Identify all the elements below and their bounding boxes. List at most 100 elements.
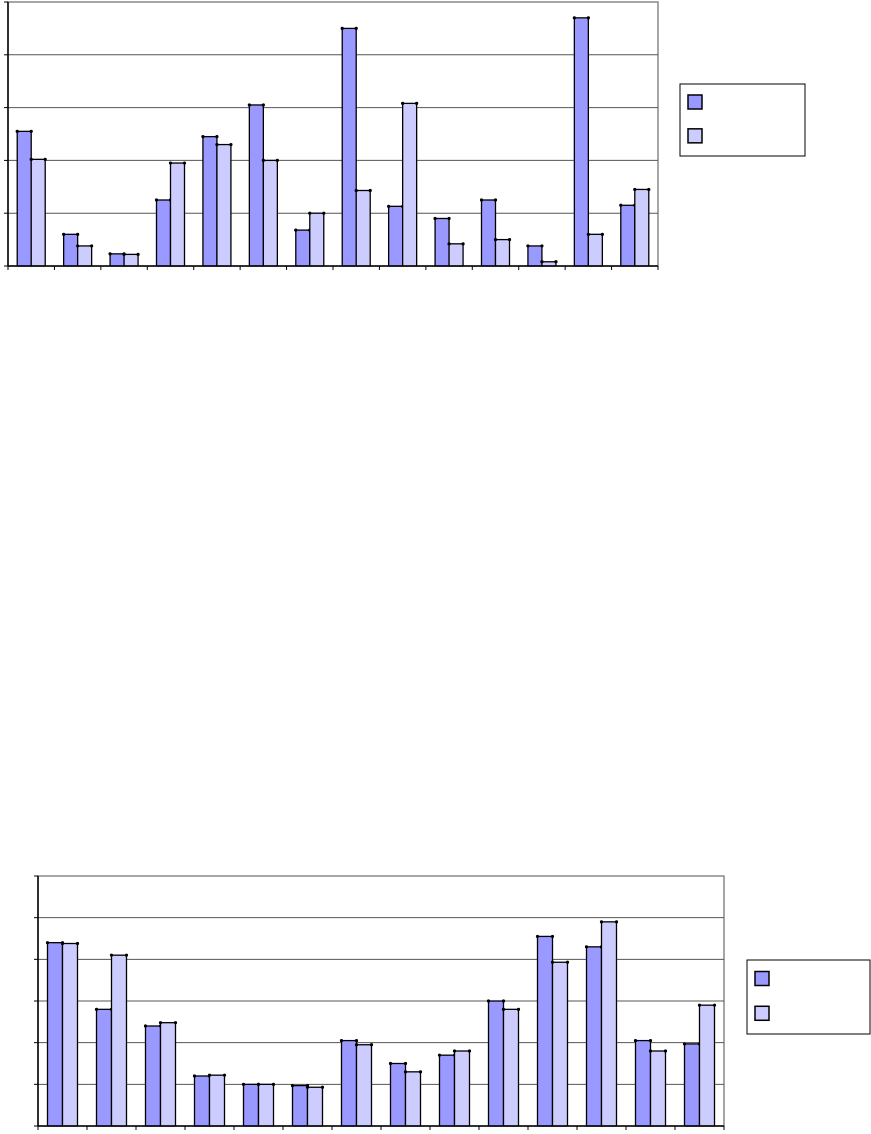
bar-handle — [290, 1083, 295, 1088]
bar-handle — [305, 1085, 310, 1089]
bar-handle — [261, 158, 265, 162]
series-2 — [60, 920, 717, 1127]
bar-handle — [501, 1007, 506, 1011]
bar-s1-13 — [573, 17, 590, 267]
bar-handle — [339, 1038, 344, 1043]
bar-handle — [633, 187, 637, 192]
bar-handle — [486, 999, 491, 1003]
bar-handle — [401, 101, 405, 105]
bar-s2-9 — [453, 1050, 471, 1127]
bar-handle — [90, 244, 94, 248]
series-1 — [15, 16, 637, 267]
bar-handle — [271, 1082, 276, 1086]
bar-handle — [619, 203, 623, 207]
bar-handle — [507, 238, 512, 242]
bar-handle — [493, 198, 498, 202]
series-1 — [45, 934, 702, 1127]
bar-handle — [354, 1043, 359, 1047]
bar-handle — [168, 161, 173, 165]
bar-s1-14 — [620, 204, 636, 267]
bar-s1-6 — [291, 1084, 309, 1127]
bar-handle — [340, 26, 344, 30]
bar-handle — [682, 1042, 687, 1046]
bar-handle — [586, 232, 590, 236]
bar-s2-14 — [634, 188, 650, 267]
bar-handle — [647, 187, 651, 192]
legend-swatch-1 — [687, 94, 703, 110]
bar-handle — [461, 242, 465, 246]
bar-s1-2 — [95, 1008, 113, 1127]
bar-handle — [29, 157, 33, 161]
bar-handle — [697, 1003, 702, 1007]
bar-handle — [158, 1021, 163, 1025]
bar-s1-11 — [480, 199, 497, 267]
bar-s1-7 — [295, 229, 311, 267]
bar-s2-1 — [61, 942, 79, 1127]
bar-s1-12 — [527, 245, 543, 267]
plot-area — [7, 1, 659, 267]
bar-handle — [62, 232, 66, 236]
bar-handle — [275, 158, 279, 162]
series-2 — [29, 101, 651, 267]
bar-s1-4 — [155, 199, 172, 267]
bar-s1-6 — [248, 104, 265, 267]
bar-s1-8 — [341, 27, 357, 267]
bar-handle — [45, 941, 50, 945]
bar-handle — [433, 216, 437, 221]
bar-handle — [403, 1061, 408, 1066]
bar-handle — [388, 1061, 393, 1066]
bar-s2-3 — [159, 1022, 177, 1127]
bar-s2-14 — [698, 1004, 716, 1127]
bar-handle — [207, 1073, 212, 1077]
bar-s1-5 — [202, 135, 218, 267]
bar-s2-10 — [448, 243, 464, 267]
bar-handle — [320, 1085, 325, 1089]
bar-handle — [122, 252, 126, 256]
legend — [679, 83, 806, 157]
chart-bottom — [34, 875, 871, 1130]
bar-handle — [124, 953, 129, 957]
bar-s1-10 — [487, 1000, 505, 1127]
bar-handle — [75, 941, 80, 946]
chart-top — [4, 1, 806, 270]
bar-handle — [648, 1038, 653, 1043]
bar-s2-4 — [169, 162, 186, 267]
bar-s1-3 — [144, 1025, 162, 1127]
bar-s2-11 — [494, 238, 511, 267]
bar-s2-3 — [123, 253, 139, 267]
bar-handle — [452, 1049, 457, 1053]
bar-handle — [633, 1038, 638, 1043]
bar-s2-5 — [257, 1083, 275, 1127]
bar-handle — [29, 129, 33, 133]
bar-handle — [94, 1007, 99, 1011]
bar-handle — [712, 1003, 717, 1007]
bar-handle — [256, 1082, 261, 1086]
bar-handle — [493, 238, 498, 242]
bar-s2-13 — [587, 233, 604, 267]
bar-handle — [447, 242, 451, 246]
bar-handle — [415, 101, 419, 105]
bar-handle — [572, 16, 576, 20]
bar-handle — [241, 1082, 246, 1086]
bar-handle — [154, 198, 159, 202]
bar-s1-12 — [585, 946, 603, 1127]
bar-s2-12 — [600, 921, 618, 1127]
bar-handle — [294, 228, 298, 232]
bar-handle — [354, 188, 358, 193]
bar-handle — [550, 934, 555, 939]
bar-handle — [136, 252, 140, 256]
bar-handle — [648, 1049, 653, 1053]
bar-handle — [550, 960, 555, 964]
bar-s2-6 — [262, 159, 279, 267]
bar-s1-14 — [683, 1043, 701, 1127]
bar-handle — [182, 161, 187, 165]
bar-s1-2 — [62, 233, 79, 267]
bar-s2-13 — [649, 1050, 667, 1127]
bar-handle — [501, 999, 506, 1003]
bar-s1-13 — [634, 1039, 652, 1127]
bar-s2-2 — [76, 245, 93, 267]
bar-s1-4 — [193, 1075, 211, 1127]
bar-s2-8 — [355, 189, 371, 267]
bar-handle — [403, 1070, 408, 1074]
bar-handle — [215, 142, 219, 147]
